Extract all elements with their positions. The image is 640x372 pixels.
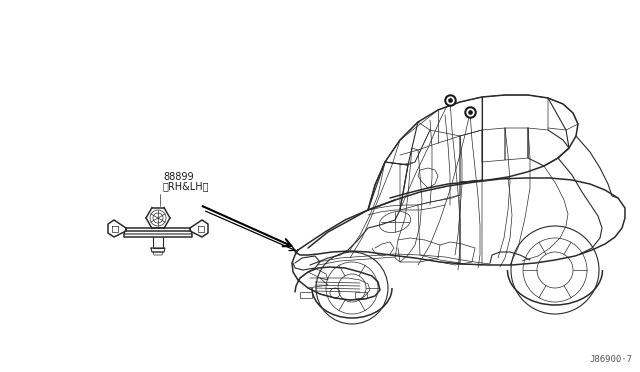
Text: 88899: 88899: [163, 172, 194, 182]
Text: 〈RH&LH〉: 〈RH&LH〉: [163, 181, 209, 191]
Bar: [355, 292, 367, 298]
Bar: [300, 292, 312, 298]
Text: J86900·7: J86900·7: [589, 355, 632, 364]
